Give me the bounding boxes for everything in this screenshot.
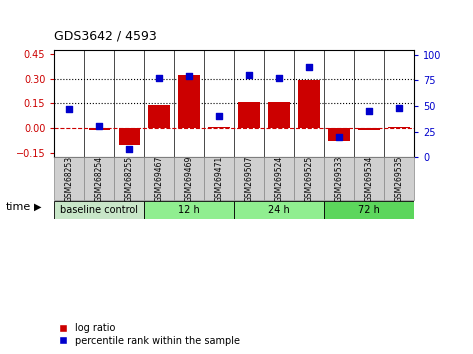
Bar <box>298 80 320 128</box>
FancyBboxPatch shape <box>54 201 144 218</box>
FancyBboxPatch shape <box>324 157 354 200</box>
FancyBboxPatch shape <box>264 157 294 200</box>
FancyBboxPatch shape <box>324 201 414 218</box>
Text: GSM269469: GSM269469 <box>184 156 194 202</box>
Bar <box>88 128 110 130</box>
Point <box>66 106 73 112</box>
FancyBboxPatch shape <box>204 157 234 200</box>
Point <box>245 72 253 78</box>
Text: GSM269534: GSM269534 <box>364 156 374 202</box>
Bar <box>149 105 170 128</box>
Text: GSM268253: GSM268253 <box>65 156 74 202</box>
Point <box>275 75 283 81</box>
FancyBboxPatch shape <box>384 157 414 200</box>
Bar <box>328 128 350 141</box>
Text: GSM269535: GSM269535 <box>394 156 403 202</box>
Text: time: time <box>6 202 31 212</box>
FancyBboxPatch shape <box>144 157 174 200</box>
Text: GSM268255: GSM268255 <box>125 156 134 202</box>
Text: baseline control: baseline control <box>61 205 138 215</box>
Bar <box>178 75 200 128</box>
Bar <box>358 128 380 130</box>
Point <box>215 113 223 119</box>
Bar <box>119 128 140 145</box>
FancyBboxPatch shape <box>294 157 324 200</box>
FancyBboxPatch shape <box>114 157 144 200</box>
Text: 24 h: 24 h <box>268 205 290 215</box>
Point <box>96 124 103 129</box>
Text: GSM269467: GSM269467 <box>155 156 164 202</box>
Bar <box>238 102 260 128</box>
Text: GSM269533: GSM269533 <box>334 156 343 202</box>
FancyBboxPatch shape <box>84 157 114 200</box>
Point <box>156 75 163 81</box>
Point <box>185 73 193 79</box>
Point <box>335 134 343 139</box>
Point <box>395 105 403 111</box>
FancyBboxPatch shape <box>54 157 84 200</box>
Bar <box>388 127 410 128</box>
FancyBboxPatch shape <box>234 201 324 218</box>
Text: GSM269471: GSM269471 <box>215 156 224 202</box>
FancyBboxPatch shape <box>174 157 204 200</box>
FancyBboxPatch shape <box>234 157 264 200</box>
Text: 12 h: 12 h <box>178 205 200 215</box>
Text: GSM269525: GSM269525 <box>305 156 314 202</box>
Legend: log ratio, percentile rank within the sample: log ratio, percentile rank within the sa… <box>59 323 240 346</box>
Text: GSM268254: GSM268254 <box>95 156 104 202</box>
FancyBboxPatch shape <box>354 157 384 200</box>
Point <box>305 64 313 70</box>
Bar <box>268 102 290 128</box>
Text: GSM269524: GSM269524 <box>274 156 284 202</box>
Text: ▶: ▶ <box>34 202 42 212</box>
Text: 72 h: 72 h <box>358 205 380 215</box>
Point <box>365 108 373 114</box>
FancyBboxPatch shape <box>144 201 234 218</box>
Point <box>125 146 133 152</box>
Text: GDS3642 / 4593: GDS3642 / 4593 <box>54 29 157 42</box>
Bar <box>209 127 230 128</box>
Text: GSM269507: GSM269507 <box>245 156 254 202</box>
